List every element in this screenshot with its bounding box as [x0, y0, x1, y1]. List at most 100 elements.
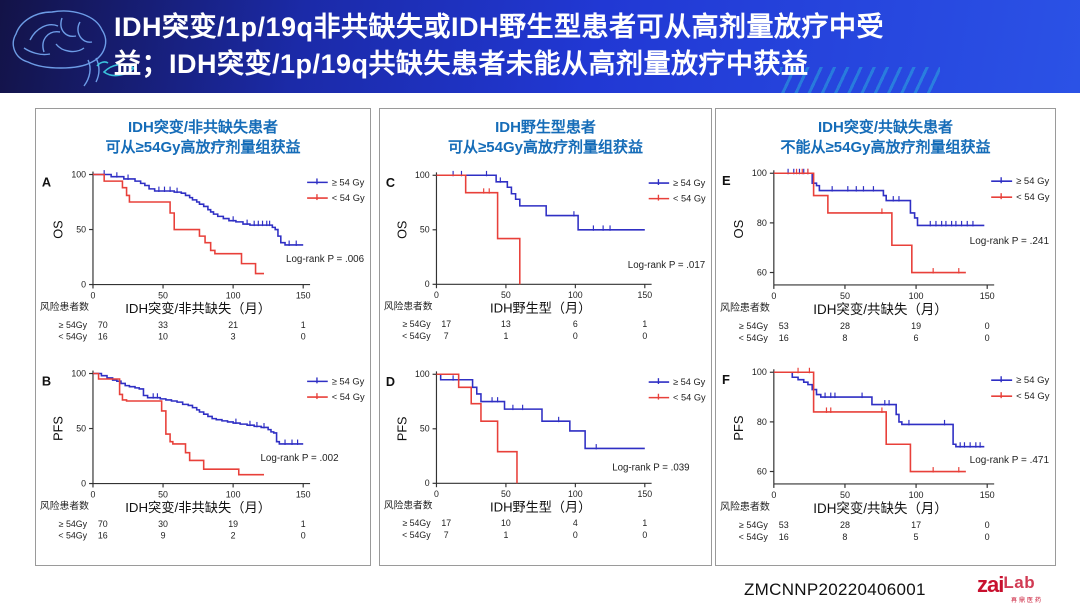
svg-text:19: 19	[228, 518, 238, 528]
svg-text:50: 50	[501, 489, 511, 499]
svg-text:0: 0	[985, 519, 990, 529]
zailab-logo-lab: Lab	[1003, 573, 1036, 592]
panel-title-line2: 可从≥54Gy高放疗剂量组获益	[105, 138, 301, 156]
panel-title: IDH突变/共缺失患者 不能从≥54Gy高放疗剂量组获益	[716, 118, 1055, 158]
svg-text:60: 60	[757, 466, 767, 476]
panel-idh-wildtype: IDH野生型患者 可从≥54Gy高放疗剂量组获益 0 50 100 0 50 100 150…	[379, 108, 712, 566]
svg-text:70: 70	[98, 319, 108, 329]
svg-text:17: 17	[911, 519, 921, 529]
svg-text:≥ 54Gy: ≥ 54Gy	[59, 319, 88, 329]
km-chart-c: 0 50 100 0 50 100 150 C OS ≥ 54 Gy < 54 Gy Log-rank…	[380, 161, 711, 357]
svg-text:7: 7	[444, 529, 449, 539]
svg-text:150: 150	[296, 489, 311, 499]
svg-text:风险患者数: 风险患者数	[40, 300, 89, 313]
panel-idh-mutant-noncodeleted: IDH突变/非共缺失患者 可从≥54Gy高放疗剂量组获益 0 50 100 0 50 10…	[35, 108, 371, 566]
svg-text:8: 8	[842, 332, 847, 342]
svg-text:IDH突变/共缺失（月）: IDH突变/共缺失（月）	[813, 500, 948, 515]
panel-title: IDH野生型患者 可从≥54Gy高放疗剂量组获益	[380, 118, 711, 158]
zailab-logo: zaiLab 再鼎医药	[977, 572, 1067, 604]
svg-text:Log-rank P = .241: Log-rank P = .241	[970, 236, 1050, 247]
svg-text:风险患者数: 风险患者数	[40, 499, 89, 512]
svg-text:0: 0	[91, 489, 96, 499]
svg-text:≥ 54 Gy: ≥ 54 Gy	[332, 177, 365, 187]
svg-text:100: 100	[226, 290, 241, 300]
svg-text:150: 150	[980, 290, 995, 300]
svg-text:3: 3	[231, 331, 236, 341]
svg-text:6: 6	[573, 319, 578, 329]
svg-text:0: 0	[81, 478, 86, 488]
svg-text:< 54Gy: < 54Gy	[739, 332, 769, 342]
svg-text:60: 60	[757, 267, 767, 277]
svg-text:70: 70	[98, 518, 108, 528]
svg-text:< 54 Gy: < 54 Gy	[673, 392, 706, 402]
svg-text:17: 17	[441, 518, 451, 528]
svg-text:PFS: PFS	[51, 416, 66, 441]
svg-text:< 54 Gy: < 54 Gy	[332, 193, 365, 203]
panel-title-line1: IDH突变/非共缺失患者	[127, 119, 278, 136]
svg-text:30: 30	[158, 518, 168, 528]
svg-text:8: 8	[842, 531, 847, 541]
svg-text:16: 16	[779, 531, 789, 541]
svg-text:PFS: PFS	[731, 415, 746, 441]
svg-text:0: 0	[642, 330, 647, 340]
svg-text:0: 0	[301, 530, 306, 540]
svg-text:1: 1	[642, 319, 647, 329]
svg-text:< 54 Gy: < 54 Gy	[1016, 391, 1050, 402]
zailab-logo-zai: zai	[977, 572, 1004, 597]
svg-text:风险患者数: 风险患者数	[384, 299, 433, 312]
panel-title-line1: IDH野生型患者	[495, 119, 596, 136]
panel-title: IDH突变/非共缺失患者 可从≥54Gy高放疗剂量组获益	[36, 118, 370, 158]
svg-text:≥ 54Gy: ≥ 54Gy	[739, 320, 768, 330]
svg-text:50: 50	[158, 489, 168, 499]
svg-text:100: 100	[568, 290, 583, 300]
svg-text:≥ 54Gy: ≥ 54Gy	[402, 319, 431, 329]
svg-text:0: 0	[642, 529, 647, 539]
svg-text:28: 28	[840, 320, 850, 330]
svg-text:F: F	[722, 372, 730, 387]
svg-text:Log-rank P = .002: Log-rank P = .002	[260, 453, 338, 464]
panel-title-line2: 可从≥54Gy高放疗剂量组获益	[448, 138, 643, 156]
svg-text:OS: OS	[51, 220, 66, 238]
svg-text:17: 17	[441, 319, 451, 329]
svg-text:0: 0	[434, 489, 439, 499]
document-code: ZMCNNP20220406001	[744, 580, 926, 599]
km-chart-a: 0 50 100 0 50 100 150 A OS ≥ 54 Gy < 54 Gy Log-rank…	[36, 161, 370, 357]
svg-text:50: 50	[840, 489, 850, 499]
svg-text:21: 21	[228, 319, 238, 329]
svg-text:< 54Gy: < 54Gy	[739, 531, 769, 541]
svg-text:< 54Gy: < 54Gy	[402, 529, 431, 539]
svg-text:0: 0	[434, 290, 439, 300]
km-chart-d: 0 50 100 0 50 100 150 D PFS ≥ 54 Gy < 54 Gy Log-ran…	[380, 360, 711, 556]
svg-text:0: 0	[91, 290, 96, 300]
svg-text:≥ 54 Gy: ≥ 54 Gy	[673, 178, 706, 188]
svg-text:6: 6	[914, 332, 919, 342]
svg-text:Log-rank P = .471: Log-rank P = .471	[970, 455, 1050, 466]
svg-text:风险患者数: 风险患者数	[720, 300, 770, 313]
svg-text:0: 0	[301, 331, 306, 341]
svg-text:E: E	[722, 173, 731, 188]
svg-text:≥ 54 Gy: ≥ 54 Gy	[1016, 176, 1049, 187]
svg-text:28: 28	[840, 519, 850, 529]
svg-text:D: D	[386, 375, 395, 389]
zailab-logo-subtext: 再鼎医药	[1011, 598, 1044, 604]
svg-text:IDH突变/非共缺失（月）: IDH突变/非共缺失（月）	[125, 500, 271, 515]
svg-text:≥ 54 Gy: ≥ 54 Gy	[673, 377, 706, 387]
header-banner: IDH突变/1p/19q非共缺失或IDH野生型患者可从高剂量放疗中受 益；IDH…	[0, 0, 1080, 93]
svg-text:100: 100	[909, 290, 924, 300]
svg-text:50: 50	[420, 423, 430, 433]
svg-text:0: 0	[771, 489, 776, 499]
svg-text:< 54Gy: < 54Gy	[58, 331, 87, 341]
svg-text:IDH野生型（月）: IDH野生型（月）	[490, 499, 591, 514]
svg-text:IDH野生型（月）: IDH野生型（月）	[490, 300, 591, 315]
svg-text:1: 1	[301, 518, 306, 528]
svg-text:0: 0	[425, 279, 430, 289]
svg-text:100: 100	[71, 368, 86, 378]
svg-text:50: 50	[76, 224, 86, 234]
svg-text:≥ 54Gy: ≥ 54Gy	[59, 518, 88, 528]
km-chart-e: 60 80 100 0 50 100 150 E OS ≥ 54 Gy < 54 Gy Log-ran…	[716, 161, 1055, 357]
slide-title-line2: 益；IDH突变/1p/19q共缺失患者未能从高剂量放疗中获益	[114, 49, 809, 79]
svg-text:≥ 54 Gy: ≥ 54 Gy	[332, 376, 365, 386]
svg-text:16: 16	[98, 331, 108, 341]
svg-text:风险患者数: 风险患者数	[720, 499, 770, 512]
svg-text:100: 100	[415, 170, 430, 180]
